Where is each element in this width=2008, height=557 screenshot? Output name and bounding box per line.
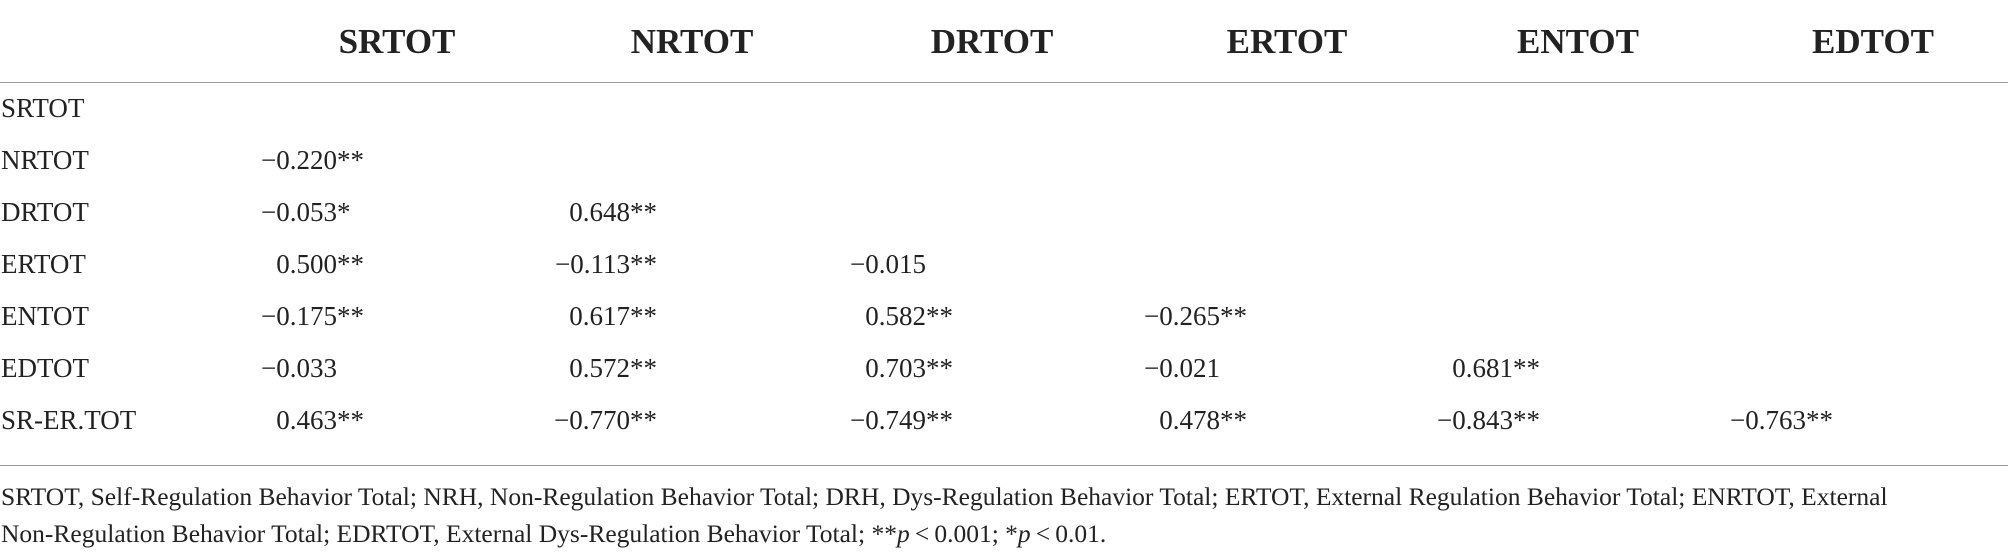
correlation-value: 0.463 [276, 405, 337, 435]
correlation-value: −0.015 [850, 249, 926, 279]
row-label: NRTOT [1, 145, 89, 175]
significance-marker: ** [1513, 353, 1540, 383]
significance-marker: ** [630, 353, 657, 383]
significance-marker: ** [1806, 405, 1833, 435]
correlation-cell: −0.175** [243, 290, 364, 342]
significance-marker: ** [337, 405, 364, 435]
correlation-value: −0.265 [1144, 301, 1220, 331]
correlation-value: −0.021 [1144, 353, 1220, 383]
significance-marker: ** [337, 301, 364, 331]
column-header-drtot: DRTOT [930, 22, 1054, 61]
significance-marker: ** [630, 405, 657, 435]
correlation-value: −0.749 [850, 405, 926, 435]
correlation-cell: −0.113** [536, 238, 657, 290]
significance-marker: ** [1513, 405, 1540, 435]
correlation-cell: 0.478** [1126, 394, 1247, 446]
correlation-cell: 0.648** [536, 186, 657, 238]
significance-marker: ** [630, 197, 657, 227]
row-label: ERTOT [1, 249, 86, 279]
correlation-value: −0.220 [261, 145, 337, 175]
correlation-cell: 0.500** [243, 238, 364, 290]
correlation-value: −0.053 [261, 197, 337, 227]
column-header-edtot: EDTOT [1812, 22, 1934, 61]
column-header-entot: ENTOT [1517, 22, 1639, 61]
table-row: EDTOT −0.033 0.572** 0.703** −0.021 0.681** [0, 342, 2008, 394]
correlation-cell: 0.681** [1419, 342, 1540, 394]
row-label: EDTOT [1, 353, 89, 383]
correlation-cell: 0.463** [243, 394, 364, 446]
column-header-srtot: SRTOT [338, 22, 456, 61]
footnote-line-1: SRTOT, Self-Regulation Behavior Total; N… [1, 482, 1888, 511]
bottom-rule [0, 465, 2008, 466]
correlation-cell: 0.703** [832, 342, 953, 394]
footnote-p-symbol-2: p [1017, 519, 1031, 548]
top-rule [0, 82, 2008, 83]
correlation-value: 0.648 [569, 197, 630, 227]
correlation-cell: −0.763** [1712, 394, 1833, 446]
correlation-cell: −0.033 [243, 342, 337, 394]
row-label: DRTOT [1, 197, 89, 227]
correlation-cell: −0.749** [832, 394, 953, 446]
table-row: SR-ER.TOT 0.463** −0.770** −0.749** 0.478** −… [0, 394, 2008, 446]
correlation-cell: −0.053* [243, 186, 351, 238]
footnote-threshold-1: < 0.001; * [909, 519, 1018, 548]
correlation-value: 0.703 [865, 353, 926, 383]
column-header-nrtot: NRTOT [630, 22, 754, 61]
footnote-p-symbol-1: p [896, 519, 910, 548]
correlation-value: −0.113 [555, 249, 630, 279]
correlation-value: 0.681 [1452, 353, 1513, 383]
column-header-ertot: ERTOT [1226, 22, 1348, 61]
correlation-cell: −0.015 [832, 238, 926, 290]
correlation-value: 0.478 [1159, 405, 1220, 435]
correlation-cell: 0.617** [536, 290, 657, 342]
table-row: ENTOT −0.175** 0.617** 0.582** −0.265** [0, 290, 2008, 342]
correlation-cell: −0.843** [1419, 394, 1540, 446]
row-label: SR-ER.TOT [1, 405, 137, 435]
correlation-value: −0.843 [1437, 405, 1513, 435]
significance-marker: ** [1220, 301, 1247, 331]
correlation-cell: −0.220** [243, 134, 364, 186]
correlation-value: 0.500 [276, 249, 337, 279]
significance-marker: ** [1220, 405, 1247, 435]
correlation-value: −0.763 [1730, 405, 1806, 435]
correlation-cell: 0.572** [536, 342, 657, 394]
correlation-value: 0.572 [569, 353, 630, 383]
significance-marker: ** [337, 249, 364, 279]
correlation-cell: −0.770** [536, 394, 657, 446]
significance-marker: ** [337, 145, 364, 175]
correlation-cell: 0.582** [832, 290, 953, 342]
correlation-value: 0.582 [865, 301, 926, 331]
significance-marker: ** [630, 301, 657, 331]
table-row: NRTOT −0.220** [0, 134, 2008, 186]
significance-marker: ** [926, 353, 953, 383]
correlation-value: 0.617 [569, 301, 630, 331]
significance-marker: ** [926, 301, 953, 331]
correlation-value: −0.175 [261, 301, 337, 331]
table-row: DRTOT −0.053* 0.648** [0, 186, 2008, 238]
correlation-cell: −0.021 [1126, 342, 1220, 394]
significance-marker: ** [926, 405, 953, 435]
table-header: SRTOT NRTOT DRTOT ERTOT ENTOT EDTOT [0, 14, 2008, 70]
table-row: SRTOT [0, 82, 2008, 134]
footnote-threshold-2: < 0.01. [1030, 519, 1107, 548]
significance-marker: * [337, 197, 351, 227]
row-label: ENTOT [1, 301, 89, 331]
significance-marker: ** [630, 249, 657, 279]
correlation-value: −0.770 [554, 405, 630, 435]
footnote-line-2: Non-Regulation Behavior Total; EDRTOT, E… [1, 519, 897, 548]
correlation-cell: −0.265** [1126, 290, 1247, 342]
table-row: ERTOT 0.500** −0.113** −0.015 [0, 238, 2008, 290]
correlation-value: −0.033 [261, 353, 337, 383]
table-footnote: SRTOT, Self-Regulation Behavior Total; N… [1, 478, 2001, 552]
row-label: SRTOT [1, 93, 85, 123]
